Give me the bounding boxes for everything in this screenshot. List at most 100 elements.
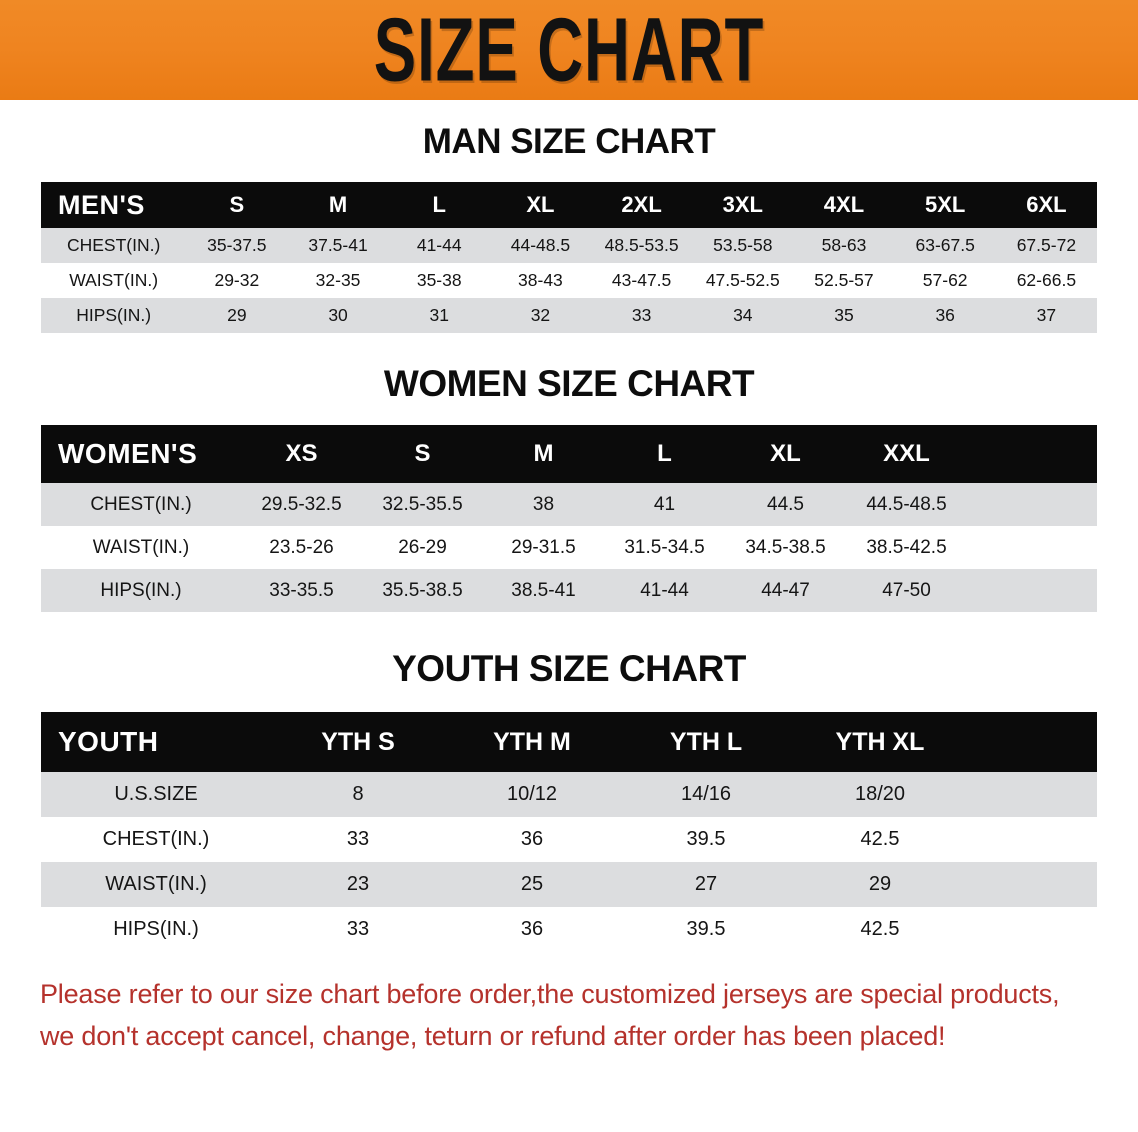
women-waist-xl: 34.5-38.5 — [725, 526, 846, 569]
man-waist-m: 32-35 — [287, 263, 389, 298]
women-chest-label: CHEST(IN.) — [41, 483, 241, 526]
women-chest-xxl: 44.5-48.5 — [846, 483, 967, 526]
women-row-header-label: WOMEN'S — [41, 425, 241, 483]
youth-waist-s: 23 — [271, 862, 445, 907]
man-hips-l: 31 — [388, 298, 490, 333]
man-size-col-2xl: 2XL — [591, 182, 693, 228]
women-size-col-xxl: XXL — [846, 425, 967, 483]
youth-ussize-s: 8 — [271, 772, 445, 817]
table-row: HIPS(IN.) 33 36 39.5 42.5 — [41, 907, 1097, 952]
man-hips-3xl: 34 — [692, 298, 794, 333]
man-size-col-l: L — [388, 182, 490, 228]
order-policy-disclaimer: Please refer to our size chart before or… — [40, 974, 1098, 1058]
youth-waist-l: 27 — [619, 862, 793, 907]
youth-hips-m: 36 — [445, 907, 619, 952]
man-hips-label: HIPS(IN.) — [41, 298, 187, 333]
man-size-table: MEN'S S M L XL 2XL 3XL 4XL 5XL 6XL CHEST… — [41, 182, 1097, 333]
youth-ussize-xl: 18/20 — [793, 772, 967, 817]
women-hips-spacer — [967, 569, 1097, 612]
women-waist-xs: 23.5-26 — [241, 526, 362, 569]
youth-hips-label: HIPS(IN.) — [41, 907, 271, 952]
man-waist-4xl: 52.5-57 — [793, 263, 895, 298]
women-hips-l: 41-44 — [604, 569, 725, 612]
man-size-col-s: S — [186, 182, 288, 228]
banner-title: SIZE CHART — [373, 0, 765, 100]
women-hips-xs: 33-35.5 — [241, 569, 362, 612]
man-waist-xl: 38-43 — [489, 263, 592, 298]
youth-table-header-row: YOUTH YTH S YTH M YTH L YTH XL — [41, 712, 1097, 772]
youth-table-wrapper: YOUTH YTH S YTH M YTH L YTH XL U.S.SIZE … — [0, 712, 1138, 952]
women-header-spacer — [967, 425, 1097, 483]
women-size-col-m: M — [483, 425, 604, 483]
man-chest-m: 37.5-41 — [287, 228, 389, 263]
women-waist-l: 31.5-34.5 — [604, 526, 725, 569]
table-row: HIPS(IN.) 29 30 31 32 33 34 35 36 37 — [41, 298, 1097, 333]
disclaimer-line-2: we don't accept cancel, change, teturn o… — [40, 1020, 946, 1051]
women-chest-xl: 44.5 — [725, 483, 846, 526]
man-hips-m: 30 — [287, 298, 389, 333]
women-table-header-row: WOMEN'S XS S M L XL XXL — [41, 425, 1097, 483]
women-hips-xxl: 47-50 — [846, 569, 967, 612]
man-size-col-xl: XL — [489, 182, 592, 228]
man-waist-l: 35-38 — [388, 263, 490, 298]
youth-hips-l: 39.5 — [619, 907, 793, 952]
women-waist-xxl: 38.5-42.5 — [846, 526, 967, 569]
man-chest-xl: 44-48.5 — [489, 228, 592, 263]
women-waist-m: 29-31.5 — [483, 526, 604, 569]
youth-header-spacer — [967, 712, 1097, 772]
women-waist-label: WAIST(IN.) — [41, 526, 241, 569]
page-banner: SIZE CHART — [0, 0, 1138, 100]
youth-chest-label: CHEST(IN.) — [41, 817, 271, 862]
man-chest-6xl: 67.5-72 — [995, 228, 1097, 263]
man-hips-6xl: 37 — [995, 298, 1097, 333]
youth-chest-s: 33 — [271, 817, 445, 862]
youth-size-col-xl: YTH XL — [793, 712, 967, 772]
man-row-header-label: MEN'S — [41, 182, 187, 228]
man-hips-xl: 32 — [489, 298, 592, 333]
women-size-col-s: S — [362, 425, 483, 483]
man-chest-l: 41-44 — [388, 228, 490, 263]
disclaimer-line-1: Please refer to our size chart before or… — [40, 979, 1060, 1009]
man-chest-3xl: 53.5-58 — [692, 228, 794, 263]
man-size-col-4xl: 4XL — [793, 182, 895, 228]
man-size-col-5xl: 5XL — [894, 182, 996, 228]
youth-hips-xl: 42.5 — [793, 907, 967, 952]
table-row: WAIST(IN.) 29-32 32-35 35-38 38-43 43-47… — [41, 263, 1097, 298]
women-hips-m: 38.5-41 — [483, 569, 604, 612]
man-hips-s: 29 — [186, 298, 288, 333]
man-section-title: MAN SIZE CHART — [422, 122, 716, 161]
youth-ussize-l: 14/16 — [619, 772, 793, 817]
youth-waist-m: 25 — [445, 862, 619, 907]
table-row: U.S.SIZE 8 10/12 14/16 18/20 — [41, 772, 1097, 817]
man-size-col-3xl: 3XL — [692, 182, 794, 228]
man-size-col-6xl: 6XL — [995, 182, 1097, 228]
women-chest-spacer — [967, 483, 1097, 526]
man-waist-6xl: 62-66.5 — [995, 263, 1097, 298]
man-waist-s: 29-32 — [186, 263, 288, 298]
man-table-wrapper: MEN'S S M L XL 2XL 3XL 4XL 5XL 6XL CHEST… — [0, 182, 1138, 333]
table-row: CHEST(IN.) 29.5-32.5 32.5-35.5 38 41 44.… — [41, 483, 1097, 526]
women-chest-m: 38 — [483, 483, 604, 526]
youth-chest-m: 36 — [445, 817, 619, 862]
youth-waist-xl: 29 — [793, 862, 967, 907]
youth-size-col-l: YTH L — [619, 712, 793, 772]
man-waist-2xl: 43-47.5 — [591, 263, 693, 298]
women-table-wrapper: WOMEN'S XS S M L XL XXL CHEST(IN.) 29.5-… — [0, 425, 1138, 612]
table-row: WAIST(IN.) 23.5-26 26-29 29-31.5 31.5-34… — [41, 526, 1097, 569]
youth-waist-label: WAIST(IN.) — [41, 862, 271, 907]
youth-size-col-m: YTH M — [445, 712, 619, 772]
women-size-col-xl: XL — [725, 425, 846, 483]
man-table-header-row: MEN'S S M L XL 2XL 3XL 4XL 5XL 6XL — [41, 182, 1097, 228]
man-hips-5xl: 36 — [894, 298, 996, 333]
women-waist-s: 26-29 — [362, 526, 483, 569]
table-row: CHEST(IN.) 33 36 39.5 42.5 — [41, 817, 1097, 862]
man-chest-4xl: 58-63 — [793, 228, 895, 263]
women-size-col-l: L — [604, 425, 725, 483]
man-size-col-m: M — [287, 182, 389, 228]
women-waist-spacer — [967, 526, 1097, 569]
man-chest-label: CHEST(IN.) — [41, 228, 187, 263]
man-chest-5xl: 63-67.5 — [894, 228, 996, 263]
man-chest-2xl: 48.5-53.5 — [591, 228, 693, 263]
youth-waist-spacer — [967, 862, 1097, 907]
